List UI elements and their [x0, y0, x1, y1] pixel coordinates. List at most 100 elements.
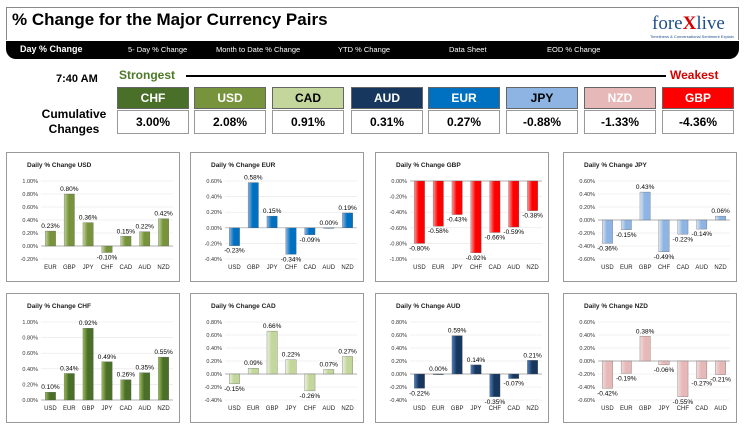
currency-nzd-value: -1.33% — [584, 110, 656, 134]
bar-usd — [414, 180, 425, 244]
data-label: 0.06% — [711, 208, 730, 215]
data-label: 0.10% — [41, 384, 60, 391]
x-tick-label: NZD — [341, 406, 354, 412]
bar-cad — [304, 227, 316, 235]
chart-chf: Daily % Change CHF 0.00% 0.20% 0.40% 0.60% 0.… — [6, 293, 180, 423]
tab-month-to-date-change[interactable]: Month to Date % Change — [216, 45, 301, 54]
bar-eur — [45, 230, 56, 247]
bar-gbp — [639, 336, 651, 362]
bar-aud — [139, 231, 151, 247]
data-label: 0.15% — [263, 208, 282, 215]
y-tick-label: -0.40% — [578, 244, 596, 250]
y-tick-label: 0.00% — [206, 226, 222, 232]
bar-jpy — [266, 215, 278, 228]
x-tick-label: GBP — [266, 406, 279, 412]
bar-chf — [658, 219, 670, 253]
bar-cad — [120, 236, 132, 247]
data-label: 0.26% — [117, 372, 136, 379]
bar-gbp — [247, 182, 259, 228]
data-label: -0.09% — [300, 237, 321, 244]
y-tick-label: -0.20% — [21, 257, 39, 263]
bar-chf — [489, 373, 501, 397]
x-tick-label: JPY — [658, 406, 669, 412]
data-label: 0.42% — [154, 211, 173, 218]
data-label: -0.42% — [597, 390, 618, 397]
data-label: 0.43% — [636, 184, 655, 191]
y-tick-label: 0.00% — [579, 359, 595, 365]
x-tick-label: CAD — [507, 406, 520, 412]
data-label: -0.15% — [616, 232, 637, 239]
currency-usd-header: USD — [194, 87, 266, 109]
chart-svg: Daily % Change EUR -0.40% -0.20% 0.00% 0.20%… — [205, 162, 357, 271]
chart-title: Daily % Change AUD — [396, 303, 461, 310]
y-tick-label: 0.20% — [579, 205, 595, 211]
x-tick-label: USD — [228, 406, 241, 412]
bar-eur — [620, 360, 632, 374]
x-tick-label: NZD — [526, 265, 539, 271]
x-tick-label: EUR — [620, 265, 633, 271]
y-tick-label: 0.80% — [22, 192, 38, 198]
tab-data-sheet[interactable]: Data Sheet — [449, 45, 487, 54]
chart-svg: Daily % Change NZD -0.60% -0.40% -0.20% 0.00… — [578, 303, 732, 412]
tab-day-change[interactable]: Day % Change — [20, 44, 83, 54]
x-tick-label: USD — [413, 265, 426, 271]
bar-nzd — [342, 356, 353, 375]
bar-nzd — [342, 212, 353, 228]
page-title: % Change for the Major Currency Pairs — [12, 10, 328, 29]
y-tick-label: 0.80% — [206, 320, 222, 326]
bar-cad — [120, 379, 132, 401]
y-tick-label: 0.20% — [22, 382, 38, 388]
bar-cad — [696, 360, 708, 379]
x-tick-label: CAD — [304, 265, 317, 271]
cumulative-label-line1: Cumulative — [41, 107, 107, 121]
y-tick-label: -0.20% — [390, 195, 408, 201]
y-tick-label: 0.40% — [579, 333, 595, 339]
x-tick-label: NZD — [157, 265, 170, 271]
data-label: -0.80% — [409, 245, 430, 252]
data-label: -0.43% — [447, 217, 468, 224]
tab-ytd-change[interactable]: YTD % Change — [338, 45, 391, 54]
x-tick-label: NZD — [526, 406, 539, 412]
nav-tabs: Day % Change 5- Day % Change Month to Da… — [6, 41, 739, 59]
bar-gbp — [451, 335, 463, 375]
bar-chf — [101, 245, 113, 253]
data-label: 0.14% — [467, 357, 486, 364]
bar-aud — [323, 227, 335, 229]
chart-eur: Daily % Change EUR -0.40% -0.20% 0.00% 0.20%… — [190, 152, 364, 282]
bar-aud — [323, 369, 335, 375]
x-tick-label: AUD — [507, 265, 520, 271]
x-tick-label: GBP — [639, 265, 652, 271]
x-tick-label: JPY — [267, 265, 278, 271]
x-tick-label: EUR — [620, 406, 633, 412]
strength-rule — [186, 75, 666, 77]
bar-cad — [677, 219, 689, 235]
tab-eod-change[interactable]: EOD % Change — [547, 45, 601, 54]
x-tick-label: EUR — [432, 406, 445, 412]
currency-cad-header: CAD — [272, 87, 344, 109]
data-label: 0.36% — [79, 215, 98, 222]
y-tick-label: 0.20% — [391, 359, 407, 365]
y-tick-label: 0.00% — [22, 398, 38, 404]
chart-cad: Daily % Change CAD -0.40% -0.20% 0.00% 0.20%… — [190, 293, 364, 423]
y-tick-label: -0.20% — [578, 231, 596, 237]
y-tick-label: 0.40% — [206, 195, 222, 201]
y-tick-label: 0.00% — [391, 372, 407, 378]
currency-nzd-header: NZD — [584, 87, 656, 109]
x-tick-label: USD — [601, 265, 614, 271]
data-label: 0.22% — [282, 352, 301, 359]
x-tick-label: USD — [228, 265, 241, 271]
currency-chf-header: CHF — [117, 87, 189, 109]
data-label: 0.23% — [41, 223, 60, 230]
tab-5-day-change[interactable]: 5- Day % Change — [128, 45, 188, 54]
currency-aud-value: 0.31% — [351, 110, 423, 134]
bar-gbp — [63, 193, 75, 247]
bar-gbp — [266, 330, 278, 375]
currency-chf-value: 3.00% — [117, 110, 189, 134]
bar-jpy — [101, 361, 113, 401]
x-tick-label: EUR — [44, 265, 57, 271]
currency-gbp-value: -4.36% — [662, 110, 734, 134]
x-tick-label: JPY — [470, 406, 481, 412]
y-tick-label: 0.60% — [391, 333, 407, 339]
y-tick-label: 0.60% — [579, 320, 595, 326]
x-tick-label: NZD — [714, 265, 727, 271]
